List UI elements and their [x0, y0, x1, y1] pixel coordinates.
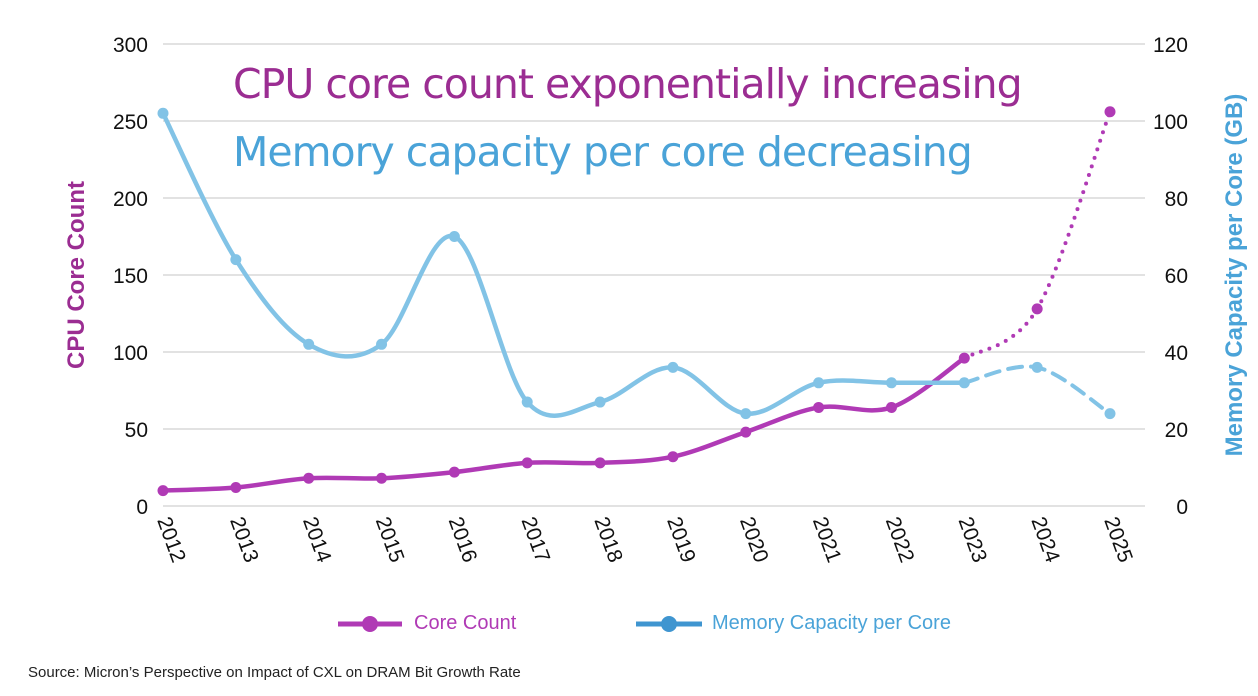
y-tick-label: 100 [113, 342, 148, 365]
x-tick-label: 2013 [225, 514, 263, 566]
memory-point [448, 231, 460, 242]
x-tick-label: 2020 [735, 514, 773, 566]
y-right-tick-label: 0 [1176, 496, 1188, 519]
memory-point [521, 396, 533, 408]
x-tick-label: 2018 [589, 514, 627, 566]
core-count-point [157, 485, 169, 497]
y-tick-label: 250 [113, 111, 148, 134]
memory-point [1104, 408, 1116, 420]
x-tick-label: 2014 [298, 514, 336, 566]
source-note: Source: Micron’s Perspective on Impact o… [28, 664, 521, 681]
y-axis-title: CPU Core Count [63, 181, 90, 369]
annotation-memory: Memory capacity per core decreasing [233, 128, 973, 176]
x-tick-label: 2023 [954, 514, 992, 566]
y-tick-label: 300 [113, 34, 148, 57]
core-count-point [230, 482, 242, 494]
x-tick-label: 2022 [881, 514, 919, 566]
y-tick-label: 150 [113, 265, 148, 288]
memory-point [958, 377, 970, 389]
memory-point [740, 408, 752, 420]
core-count-point [740, 426, 752, 438]
memory-point [303, 338, 315, 350]
memory-point [594, 396, 606, 408]
core-count-point [813, 401, 825, 413]
core-count-point [667, 451, 679, 463]
core-count-projection-line [962, 109, 1112, 361]
core-count-point [594, 457, 606, 469]
memory-point [813, 377, 825, 389]
memory-point [230, 254, 242, 266]
core-count-point [958, 352, 970, 364]
x-tick-label: 2025 [1099, 514, 1137, 566]
y-right-tick-label: 120 [1153, 34, 1188, 57]
y-tick-label: 0 [136, 496, 148, 519]
x-tick-label: 2019 [662, 514, 700, 566]
y-right-tick-label: 20 [1165, 419, 1188, 442]
core-count-point [521, 457, 533, 469]
core-count-point [448, 466, 460, 478]
y-right-tick-label: 100 [1153, 111, 1188, 134]
y-tick-label: 50 [125, 419, 148, 442]
legend-core-count-marker [362, 616, 378, 632]
x-tick-label: 2016 [444, 514, 482, 566]
memory-point [667, 361, 679, 373]
y-right-tick-label: 80 [1165, 188, 1188, 211]
y-tick-label: 200 [113, 188, 148, 211]
core-count-point [885, 401, 897, 413]
core-count-line [160, 355, 967, 493]
memory-point [885, 377, 897, 389]
legend-core-count: Core Count [414, 612, 517, 634]
core-count-point [376, 472, 388, 484]
core-count-point [1104, 106, 1116, 118]
x-tick-label: 2021 [808, 514, 846, 566]
memory-projection-line [962, 364, 1112, 416]
y-right-tick-label: 60 [1165, 265, 1188, 288]
x-tick-label: 2017 [517, 514, 555, 566]
memory-point [157, 107, 169, 119]
y-right-axis-title: Memory Capacity per Core (GB) [1221, 94, 1248, 457]
legend-memory: Memory Capacity per Core [712, 612, 951, 634]
x-tick-label: 2024 [1026, 514, 1064, 566]
memory-point [1031, 361, 1043, 373]
legend-memory-marker [661, 616, 677, 632]
x-tick-label: 2015 [371, 514, 409, 566]
y-right-tick-label: 40 [1165, 342, 1188, 365]
x-tick-label: 2012 [152, 514, 190, 566]
core-count-point [303, 472, 315, 484]
annotation-core-count: CPU core count exponentially increasing [233, 60, 1023, 108]
memory-point [376, 338, 388, 350]
core-count-point [1031, 303, 1043, 315]
